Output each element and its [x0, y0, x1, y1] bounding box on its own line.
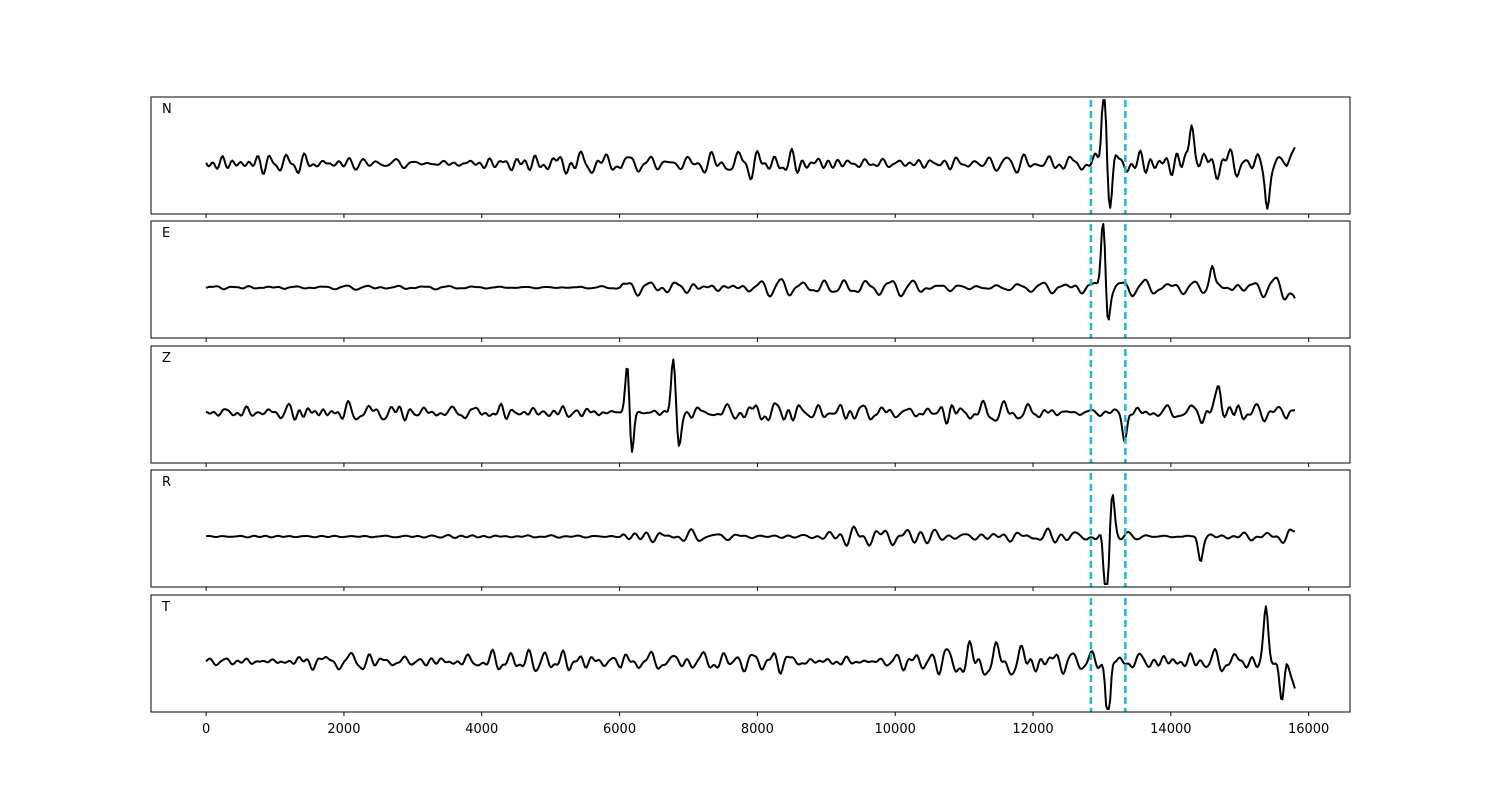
panel-frame	[150, 96, 1351, 215]
trace-line-e	[205, 223, 1296, 321]
panel-frame	[150, 469, 1351, 588]
trace-panel-e: E	[150, 220, 1351, 342]
x-axis: 0 2000 4000 6000 8000 10000 12000 14000 16000	[202, 722, 1329, 737]
panel-label-n: N	[162, 102, 172, 117]
trace-panel-n: N	[150, 96, 1351, 218]
x-tick-label: 0	[202, 722, 210, 737]
x-tick-label: 12000	[1012, 722, 1053, 737]
panel-label-z: Z	[162, 351, 171, 366]
panel-frame	[150, 345, 1351, 464]
trace-line-t	[205, 605, 1296, 710]
trace-line-r	[205, 494, 1296, 585]
x-tick-label: 16000	[1288, 722, 1329, 737]
x-tick-label: 2000	[327, 722, 360, 737]
panel-label-t: T	[161, 600, 170, 615]
x-tick-label: 10000	[875, 722, 916, 737]
x-tick-label: 4000	[465, 722, 498, 737]
panel-frame	[150, 220, 1351, 339]
trace-panel-z: Z	[150, 345, 1351, 467]
trace-line-z	[205, 358, 1296, 453]
x-tick-label: 8000	[741, 722, 774, 737]
x-tick-label: 6000	[603, 722, 636, 737]
panel-label-r: R	[162, 475, 171, 490]
panel-label-e: E	[162, 226, 170, 241]
trace-panel-r: R	[150, 469, 1351, 591]
x-tick-label: 14000	[1150, 722, 1191, 737]
trace-panel-t: T	[150, 594, 1351, 716]
panels: N E Z R T	[150, 96, 1351, 716]
trace-line-n	[205, 99, 1296, 210]
panel-frame	[150, 594, 1351, 713]
